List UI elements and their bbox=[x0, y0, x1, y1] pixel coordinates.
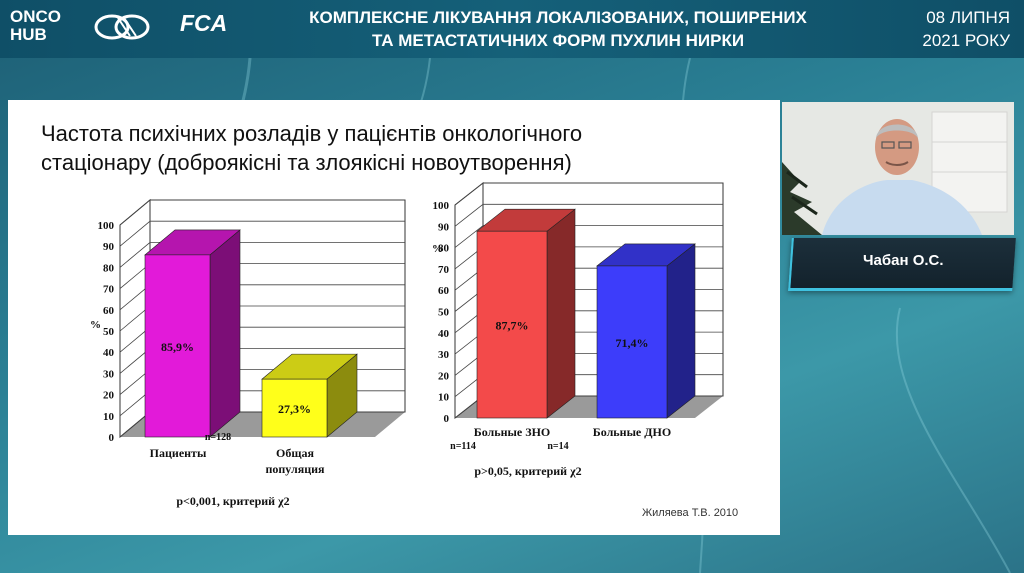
presentation-slide: Частота психічних розладів у пацієнтів о… bbox=[8, 100, 780, 535]
bar bbox=[261, 378, 328, 438]
y-tick-label: 100 bbox=[433, 200, 450, 212]
y-tick-label: 50 bbox=[438, 307, 450, 319]
event-title: КОМПЛЕКСНЕ ЛІКУВАННЯ ЛОКАЛІЗОВАНИХ, ПОШИ… bbox=[309, 8, 807, 50]
bar-side bbox=[546, 208, 576, 419]
bar bbox=[596, 265, 668, 419]
y-tick-label: 20 bbox=[103, 390, 115, 402]
y-tick-label: 100 bbox=[98, 220, 115, 232]
gridline bbox=[119, 241, 405, 268]
gridline bbox=[454, 203, 723, 227]
y-tick-label: 90 bbox=[103, 241, 115, 253]
y-tick-label: 50 bbox=[103, 326, 115, 338]
y-tick-label: 40 bbox=[103, 347, 115, 359]
sample-size-annotation: n=114 bbox=[450, 441, 476, 452]
x-tick-label: Больные ДНО bbox=[593, 425, 671, 439]
y-tick-label: 60 bbox=[103, 305, 115, 317]
y-tick-label: 10 bbox=[103, 411, 115, 423]
bar bbox=[144, 254, 211, 438]
gridline bbox=[119, 199, 405, 226]
y-tick-label: 30 bbox=[103, 368, 115, 380]
speaker-name: Чабан О.С. bbox=[862, 252, 944, 269]
y-tick-label: 70 bbox=[103, 284, 115, 296]
y-axis-label: % bbox=[90, 319, 101, 331]
speaker-video bbox=[782, 102, 1014, 235]
slide-title: Частота психічних розладів у пацієнтів о… bbox=[41, 121, 583, 175]
y-tick-label: 70 bbox=[438, 264, 450, 276]
x-tick-label: Больные ЗНО bbox=[474, 425, 550, 439]
y-tick-label: 0 bbox=[109, 432, 115, 444]
x-tick-label: популяция bbox=[265, 462, 325, 476]
y-tick-label: 90 bbox=[438, 221, 450, 233]
y-tick-label: 80 bbox=[438, 243, 450, 255]
y-tick-label: 0 bbox=[444, 413, 450, 425]
bar bbox=[476, 230, 548, 419]
gridline bbox=[454, 225, 723, 248]
y-tick-label: 40 bbox=[438, 328, 450, 340]
gridline bbox=[119, 220, 405, 247]
speaker-video-frame bbox=[782, 102, 1014, 235]
oncohub-logo: ONCO HUB bbox=[10, 7, 61, 44]
data-label: 71,4% bbox=[616, 336, 649, 350]
y-axis-label: % bbox=[432, 243, 443, 255]
y-tick-label: 20 bbox=[438, 370, 450, 382]
data-label: 87,7% bbox=[496, 319, 529, 333]
data-label: 85,9% bbox=[161, 340, 194, 354]
data-label: 27,3% bbox=[278, 402, 311, 416]
sample-size-annotation: n=14 bbox=[547, 441, 568, 452]
sample-size-annotation: n=128 bbox=[205, 432, 231, 443]
gridline bbox=[454, 182, 723, 206]
source-author: Жиляева Т.В. 2010 bbox=[642, 507, 739, 519]
charts: 0102030405060708090100%85,9%27,3%Пациент… bbox=[90, 181, 724, 508]
chart-footnote: p>0,05, критерий χ2 bbox=[474, 464, 581, 478]
header-bar: ONCO HUB FCA КОМПЛЕКСНЕ ЛІКУВАННЯ ЛОКАЛІ… bbox=[0, 0, 1024, 58]
rings-logo-icon bbox=[94, 14, 150, 40]
y-tick-label: 10 bbox=[438, 392, 450, 404]
y-tick-label: 80 bbox=[103, 262, 115, 274]
y-tick-label: 60 bbox=[438, 285, 450, 297]
speaker-name-card: Чабан О.С. bbox=[788, 238, 1016, 291]
x-tick-label: Общая bbox=[276, 446, 314, 460]
x-tick-label: Пациенты bbox=[150, 446, 207, 460]
fca-logo: FCA bbox=[180, 10, 228, 36]
bar-side bbox=[666, 243, 696, 419]
chart-footnote: p<0,001, критерий χ2 bbox=[176, 494, 289, 508]
y-tick-label: 30 bbox=[438, 349, 450, 361]
bar-side bbox=[209, 229, 241, 438]
event-date: 08 ЛИПНЯ 2021 РОКУ bbox=[922, 8, 1010, 50]
